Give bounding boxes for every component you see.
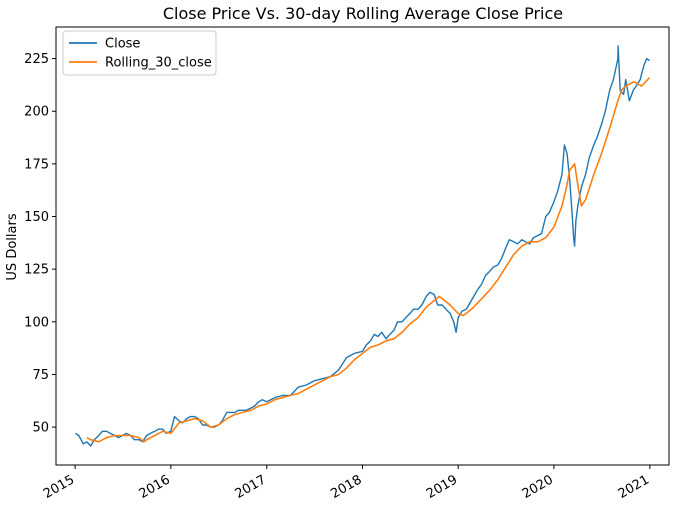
x-tick-label: 2019 — [424, 472, 460, 502]
legend-label-rolling: Rolling_30_close — [105, 56, 212, 71]
x-axis: 2015 2016 2017 2018 2019 2020 2021 — [41, 465, 652, 502]
x-tick-label: 2017 — [233, 472, 269, 502]
y-tick-label: 125 — [24, 263, 49, 278]
x-tick-label: 2020 — [520, 472, 556, 502]
y-axis-label: US Dollars — [5, 213, 20, 280]
chart-title: Close Price Vs. 30-day Rolling Average C… — [163, 4, 563, 23]
plot-area-frame — [55, 26, 670, 466]
y-tick-label: 150 — [24, 210, 49, 225]
plot-lines — [75, 45, 651, 447]
x-tick-label: 2016 — [137, 472, 173, 502]
legend-label-close: Close — [105, 37, 140, 52]
y-tick-label: 200 — [24, 105, 49, 120]
y-axis: 50 75 100 125 150 175 200 225 — [24, 52, 56, 436]
x-tick-label: 2018 — [328, 472, 364, 502]
y-tick-label: 50 — [32, 421, 49, 436]
y-tick-label: 100 — [24, 315, 49, 330]
legend-box — [62, 30, 217, 76]
y-tick-label: 225 — [24, 52, 49, 67]
x-tick-label: 2021 — [616, 472, 652, 502]
series-line-close — [75, 45, 651, 447]
y-tick-label: 75 — [32, 368, 49, 383]
series-line-rolling-30-close — [86, 76, 651, 443]
x-tick-label: 2015 — [41, 472, 77, 502]
legend: Close Rolling_30_close — [62, 30, 217, 76]
y-tick-label: 175 — [24, 157, 49, 172]
